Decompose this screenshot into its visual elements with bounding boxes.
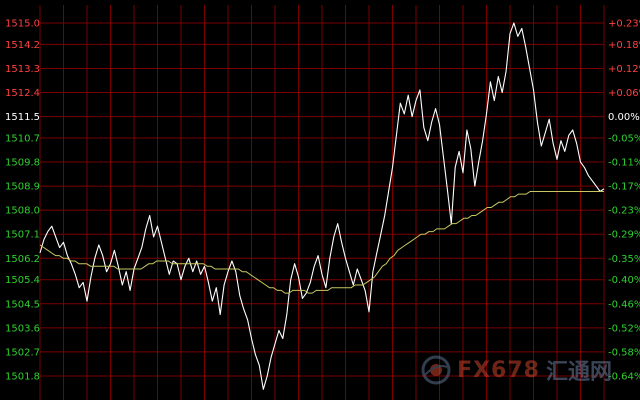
- right-axis-tick-label: -0.23%: [608, 206, 640, 217]
- left-axis-tick-label: 1510.7: [5, 133, 40, 144]
- series-layer: [39, 22, 605, 390]
- left-axis-tick-label: 1506.2: [5, 254, 40, 265]
- left-axis-tick-label: 1508.0: [5, 206, 40, 217]
- left-axis-tick-label: 1504.5: [5, 299, 40, 310]
- right-axis-tick-label: 0.00%: [608, 112, 640, 123]
- right-axis-tick-label: +0.23%: [608, 19, 640, 30]
- right-axis-tick-label: -0.35%: [608, 254, 640, 265]
- left-axis-tick-label: 1511.5: [5, 112, 40, 123]
- right-axis-tick-label: -0.58%: [608, 347, 640, 358]
- right-axis-tick-label: -0.29%: [608, 230, 640, 241]
- right-axis-tick-label: -0.17%: [608, 182, 640, 193]
- left-axis-tick-label: 1501.8: [5, 371, 40, 382]
- left-axis-tick-label: 1505.4: [5, 275, 40, 286]
- right-axis-tick-label: -0.64%: [608, 371, 640, 382]
- left-axis-tick-label: 1512.4: [5, 88, 40, 99]
- left-axis-tick-label: 1514.2: [5, 40, 40, 51]
- right-axis-tick-label: -0.11%: [608, 158, 640, 169]
- left-axis-tick-labels: 1515.0 1514.2 1513.3 1512.4 1511.5 1510.7 1509…: [5, 19, 40, 383]
- watermark: FX678 汇通网: [421, 354, 612, 386]
- left-axis-tick-label: 1513.3: [5, 64, 40, 75]
- average-price-line: [39, 191, 604, 294]
- right-axis-tick-label: -0.05%: [608, 133, 640, 144]
- right-axis-tick-label: -0.52%: [608, 323, 640, 334]
- watermark-text: FX678: [457, 357, 540, 383]
- left-axis-tick-label: 1507.1: [5, 230, 40, 241]
- left-axis-tick-label: 1508.9: [5, 182, 40, 193]
- right-axis-tick-label: -0.40%: [608, 275, 640, 286]
- left-axis-tick-label: 1503.6: [5, 323, 40, 334]
- chart-grid: [39, 5, 605, 400]
- right-axis-tick-label: -0.46%: [608, 299, 640, 310]
- right-axis-tick-labels: +0.23% +0.18% +0.12% +0.06% 0.00% -0.05% -0.11…: [608, 19, 640, 383]
- fx678-logo-icon: [421, 355, 451, 385]
- right-axis-tick-label: +0.06%: [608, 88, 640, 99]
- watermark-text-cn: 汇通网: [545, 360, 612, 385]
- right-axis-tick-label: +0.12%: [608, 64, 640, 75]
- left-axis-tick-label: 1502.7: [5, 347, 40, 358]
- right-axis-tick-label: +0.18%: [608, 40, 640, 51]
- left-axis-tick-label: 1509.8: [5, 158, 40, 169]
- left-axis-tick-label: 1515.0: [5, 19, 40, 30]
